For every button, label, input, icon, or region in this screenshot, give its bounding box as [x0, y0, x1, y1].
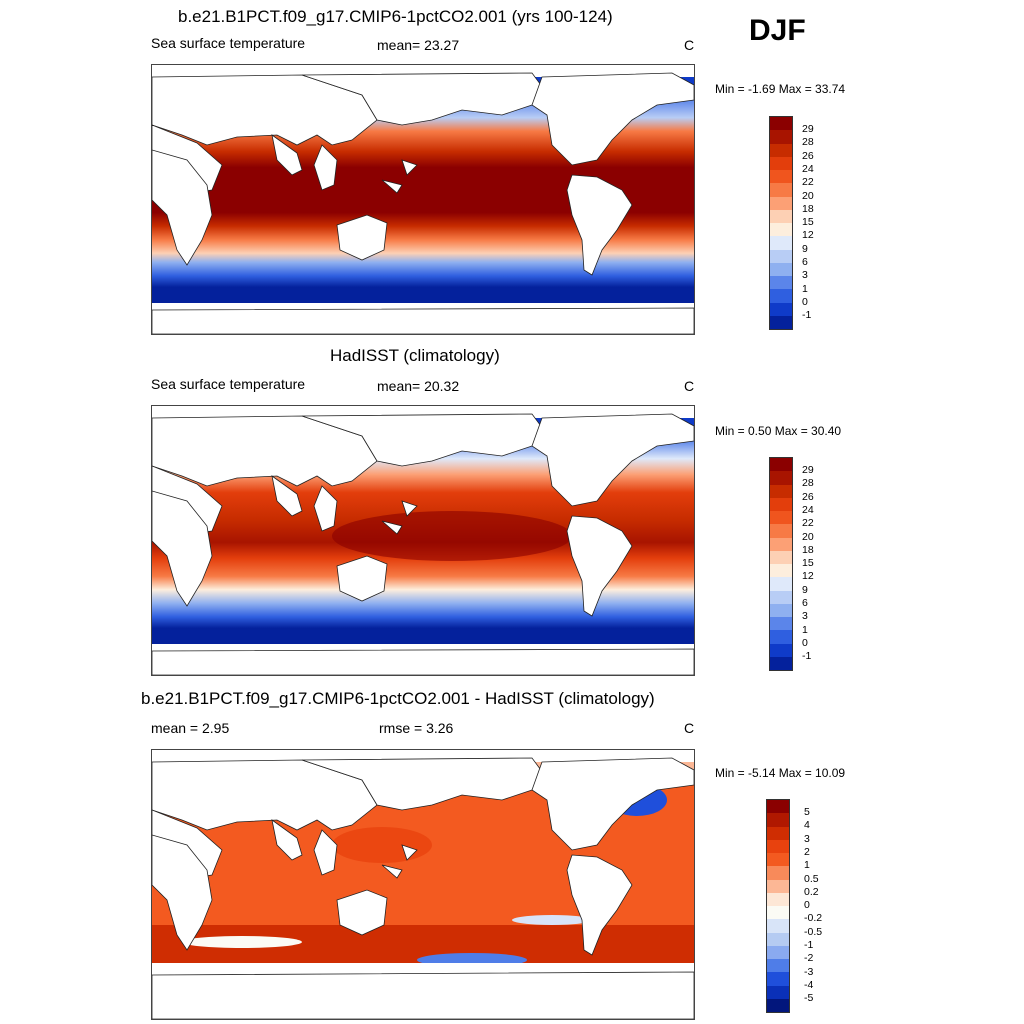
panel1-land — [152, 72, 694, 334]
panel3-map-svg — [152, 757, 694, 1019]
season-label: DJF — [749, 14, 806, 47]
panel2-mean-label: mean= 20.32 — [377, 378, 460, 394]
panel2-colorbar-label: 6 — [802, 597, 808, 609]
panel3-mean-label: mean = 2.95 — [151, 720, 230, 736]
panel2-colorbar — [769, 457, 793, 671]
panel1-colorbar-label: 6 — [802, 256, 808, 268]
panel2-colorbar-label: 26 — [802, 491, 814, 503]
panel3-colorbar-label: 3 — [804, 833, 810, 845]
panel1-colorbar-label: 18 — [802, 203, 814, 215]
panel2-colorbar-label: 20 — [802, 531, 814, 543]
panel2-colorbar-label: 18 — [802, 544, 814, 556]
panel2-title: HadISST (climatology) — [330, 346, 500, 365]
panel2-colorbar-label: 29 — [802, 464, 814, 476]
panel2-map-svg — [152, 413, 694, 675]
panel3-colorbar-label: 0 — [804, 899, 810, 911]
panel1-colorbar-label: 3 — [802, 269, 808, 281]
panel1-map-svg — [152, 72, 694, 334]
panel1-minmax: Min = -1.69 Max = 33.74 — [715, 82, 846, 96]
panel3-colorbar-label: 0.2 — [804, 886, 819, 898]
panel3-colorbar-label: -3 — [804, 966, 814, 978]
panel1-colorbar-label: 22 — [802, 176, 814, 188]
panel1-colorbar-label: 12 — [802, 229, 814, 241]
panel3-colorbar-label: 1 — [804, 859, 810, 871]
panel2-colorbar-label: 12 — [802, 570, 814, 582]
panel1-colorbar-label: 1 — [802, 283, 808, 295]
panel3-colorbar-label: -4 — [804, 979, 814, 991]
panel1-colorbar-label: 9 — [802, 243, 808, 255]
panel3-colorbar-label: -1 — [804, 939, 814, 951]
panel3-title: b.e21.B1PCT.f09_g17.CMIP6-1pctCO2.001 - … — [141, 689, 655, 708]
panel3-colorbar-label: -0.2 — [804, 912, 823, 924]
panel3-rmse-label: rmse = 3.26 — [379, 720, 454, 736]
panel3-colorbar-label: 0.5 — [804, 873, 819, 885]
panel3-colorbar-label: -2 — [804, 952, 814, 964]
panel3-colorbar-label: -0.5 — [804, 926, 823, 938]
panel2-colorbar-label: -1 — [802, 650, 812, 662]
panel3-map — [151, 749, 695, 1020]
panel1-colorbar-label: 29 — [802, 123, 814, 135]
panel1-colorbar-label: 26 — [802, 150, 814, 162]
panel2-variable-label: Sea surface temperature — [151, 376, 306, 392]
panel1-colorbar-label: 28 — [802, 136, 814, 148]
panel3-unit-label: C — [684, 720, 695, 736]
panel2-colorbar-label: 1 — [802, 624, 808, 636]
panel2-colorbar-label: 22 — [802, 517, 814, 529]
panel3-minmax: Min = -5.14 Max = 10.09 — [715, 766, 846, 780]
panel3-colorbar-label: -5 — [804, 992, 814, 1004]
panel2-minmax: Min = 0.50 Max = 30.40 — [715, 424, 842, 438]
panel1-colorbar-label: -1 — [802, 309, 812, 321]
panel2-unit-label: C — [684, 378, 695, 394]
panel1-colorbar-label: 15 — [802, 216, 814, 228]
panel3-colorbar-label: 5 — [804, 806, 810, 818]
panel2-colorbar-label: 24 — [802, 504, 814, 516]
panel3-land — [152, 757, 694, 1019]
panel3-colorbar-label: 4 — [804, 819, 810, 831]
panel1-unit-label: C — [684, 37, 695, 53]
panel1-mean-label: mean= 23.27 — [377, 37, 460, 53]
panel1-title: b.e21.B1PCT.f09_g17.CMIP6-1pctCO2.001 (y… — [178, 7, 613, 26]
panel2-map — [151, 405, 695, 676]
panel1-colorbar-label: 20 — [802, 190, 814, 202]
panel2-colorbar-label: 0 — [802, 637, 808, 649]
panel1-variable-label: Sea surface temperature — [151, 35, 306, 51]
panel1-colorbar-label: 0 — [802, 296, 808, 308]
panel1-colorbar — [769, 116, 793, 330]
panel2-colorbar-label: 15 — [802, 557, 814, 569]
panel2-land — [152, 413, 694, 675]
panel3-colorbar — [766, 799, 790, 1013]
panel3-colorbar-label: 2 — [804, 846, 810, 858]
panel2-colorbar-label: 3 — [802, 610, 808, 622]
panel2-colorbar-label: 28 — [802, 477, 814, 489]
panel2-colorbar-label: 9 — [802, 584, 808, 596]
panel1-map — [151, 64, 695, 335]
panel1-colorbar-label: 24 — [802, 163, 814, 175]
